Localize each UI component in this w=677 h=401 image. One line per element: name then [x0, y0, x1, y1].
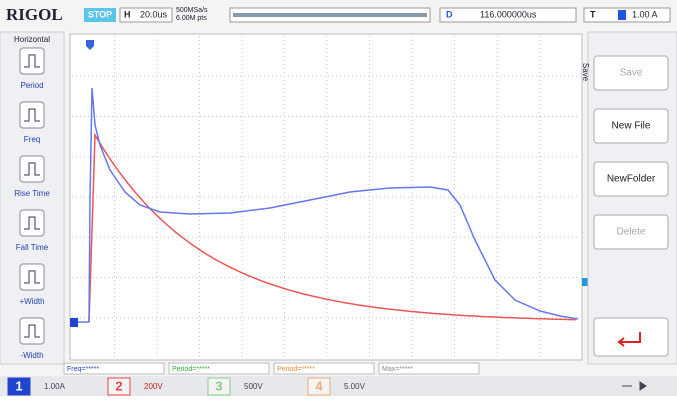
menu-tab: Save — [581, 63, 590, 82]
trigger-marker — [582, 278, 588, 286]
status: STOP — [88, 9, 112, 19]
menu-title: Horizontal — [14, 35, 50, 44]
menu-item-label: Freq — [24, 135, 40, 144]
memory-waveform — [233, 13, 427, 17]
channel-number: 1 — [15, 378, 22, 393]
trigger-level: 1.00 A — [632, 9, 658, 19]
menu-item-label: +Width — [19, 297, 44, 306]
menu-item-label: Period — [20, 81, 43, 90]
channel-number: 4 — [315, 378, 323, 393]
trigger-label: T — [590, 9, 596, 19]
sample-rate: 500MSa/s — [176, 7, 208, 14]
menu-item-label: -Width — [20, 351, 43, 360]
back-button[interactable] — [594, 318, 668, 356]
brand: RIGOL — [6, 5, 63, 24]
menu-icon[interactable] — [20, 210, 44, 236]
menu-icon[interactable] — [20, 264, 44, 290]
menu-icon[interactable] — [20, 48, 44, 74]
channel-bar — [0, 376, 677, 396]
channel-scale: 1.00A — [44, 382, 66, 391]
measurement: Period=***** — [277, 366, 315, 373]
menu-item-label: Fall Time — [16, 243, 49, 252]
measurement: Max=***** — [382, 366, 413, 373]
channel-1-offset — [70, 318, 78, 327]
menu-button-label: New File — [612, 121, 651, 132]
delay: 116.000000us — [480, 9, 537, 19]
menu-button-label: Delete — [617, 227, 646, 238]
channel-scale: 500V — [244, 382, 263, 391]
menu-button-label: Save — [620, 68, 643, 79]
channel-number: 3 — [215, 378, 222, 393]
memory-depth: 6.00M pts — [176, 15, 207, 22]
timebase-label: H — [124, 9, 131, 19]
scope-screen: RIGOL STOP H 20.0us 500MSa/s 6.00M pts D… — [0, 0, 677, 396]
menu-item-label: Rise Time — [14, 189, 50, 198]
menu-icon[interactable] — [20, 102, 44, 128]
delay-label: D — [446, 9, 453, 19]
channel-scale: 5.00V — [344, 382, 366, 391]
channel-scale: 200V — [144, 382, 163, 391]
menu-icon[interactable] — [20, 318, 44, 344]
timebase: 20.0us — [140, 9, 168, 19]
menu-icon[interactable] — [20, 156, 44, 182]
trigger-source — [618, 10, 626, 20]
menu-button-label: NewFolder — [607, 174, 656, 185]
measurement: Period=***** — [172, 366, 210, 373]
measurement: Freq=***** — [67, 366, 99, 373]
channel-number: 2 — [115, 378, 122, 393]
